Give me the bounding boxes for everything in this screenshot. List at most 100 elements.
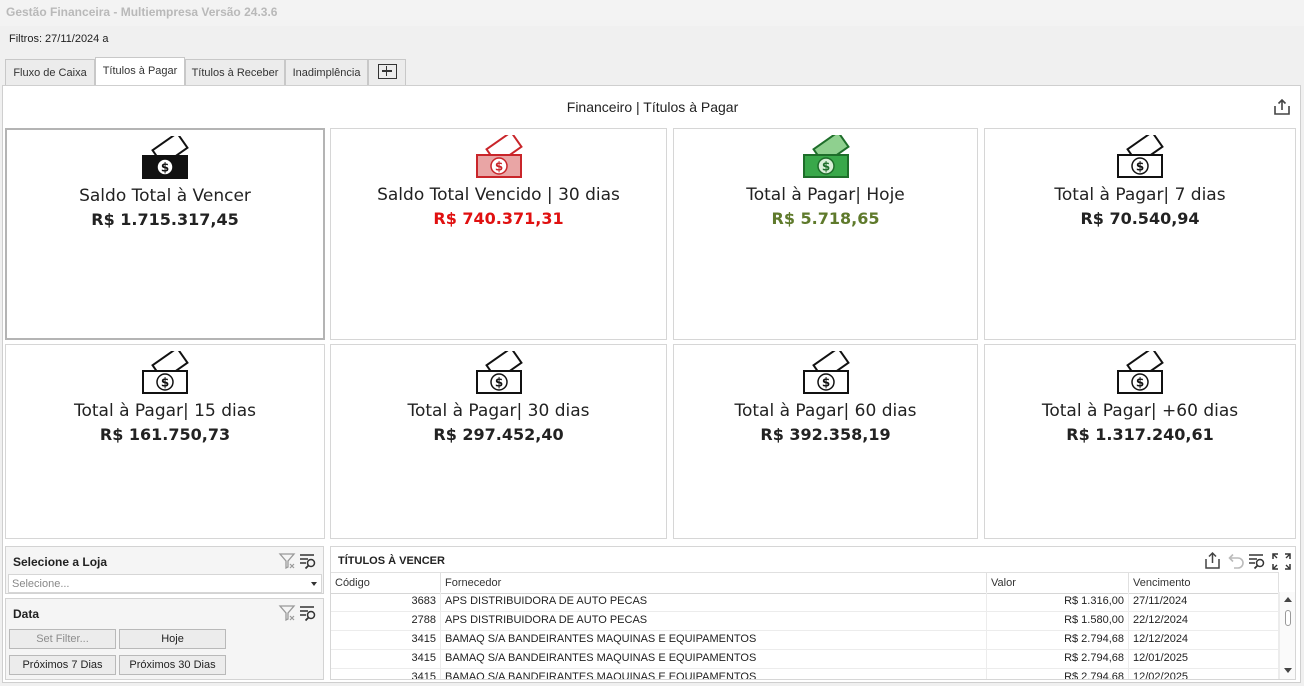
money-bill-icon: $ bbox=[142, 351, 189, 394]
kpi-value: R$ 161.750,73 bbox=[99, 425, 231, 444]
column-header-valor[interactable]: Valor bbox=[987, 573, 1129, 593]
cell-vencimento: 12/12/2024 bbox=[1129, 630, 1279, 649]
title-bar: Gestão Financeira - Multiempresa Versão … bbox=[0, 0, 1304, 26]
kpi-card-total-a-pagar-mais-60-dias[interactable]: $ Total à Pagar| +60 dias R$ 1.317.240,6… bbox=[984, 344, 1296, 539]
set-filter-button[interactable]: Set Filter... bbox=[9, 629, 116, 649]
kpi-label: Saldo Total à Vencer bbox=[79, 186, 251, 206]
table-row[interactable]: 3415 BAMAQ S/A BANDEIRANTES MAQUINAS E E… bbox=[331, 649, 1279, 669]
money-bill-icon: $ bbox=[475, 135, 523, 178]
kpi-card-total-a-pagar-7-dias[interactable]: $ Total à Pagar| 7 dias R$ 70.540,94 bbox=[984, 128, 1296, 340]
export-icon[interactable] bbox=[1272, 97, 1292, 117]
cell-codigo: 3683 bbox=[331, 592, 441, 611]
cell-valor: R$ 1.316,00 bbox=[987, 592, 1129, 611]
money-bill-icon: $ bbox=[1117, 135, 1164, 178]
date-filter-title: Data bbox=[13, 607, 40, 621]
tab-inadimplencia[interactable]: Inadimplência bbox=[285, 59, 368, 85]
cell-valor: R$ 2.794,68 bbox=[987, 649, 1129, 668]
grid-toolbar-icons bbox=[1205, 551, 1291, 570]
column-header-codigo[interactable]: Código bbox=[331, 573, 441, 593]
svg-text:$: $ bbox=[821, 160, 829, 174]
date-filter-panel: Data Set Filter... Hoje Próximos 7 Dias … bbox=[5, 598, 324, 680]
kpi-label: Total à Pagar| +60 dias bbox=[1041, 401, 1239, 421]
kpi-value: R$ 297.452,40 bbox=[433, 425, 564, 444]
svg-text:$: $ bbox=[161, 376, 169, 390]
kpi-card-total-a-pagar-15-dias[interactable]: $ Total à Pagar| 15 dias R$ 161.750,73 bbox=[5, 344, 325, 539]
cell-codigo: 3415 bbox=[331, 649, 441, 668]
kpi-label: Total à Pagar| 7 dias bbox=[1054, 185, 1226, 205]
kpi-card-saldo-vencido-30-dias[interactable]: $ Saldo Total Vencido | 30 dias R$ 740.3… bbox=[330, 128, 667, 340]
next-7-days-button[interactable]: Próximos 7 Dias bbox=[9, 655, 116, 675]
undo-icon[interactable] bbox=[1228, 553, 1244, 569]
grid-title: TÍTULOS À VENCER bbox=[338, 555, 445, 567]
cell-vencimento: 22/12/2024 bbox=[1129, 611, 1279, 630]
table-row[interactable]: 3683 APS DISTRIBUIDORA DE AUTO PECAS R$ … bbox=[331, 592, 1279, 612]
cell-fornecedor: APS DISTRIBUIDORA DE AUTO PECAS bbox=[441, 592, 987, 611]
table-row[interactable]: 2788 APS DISTRIBUIDORA DE AUTO PECAS R$ … bbox=[331, 611, 1279, 631]
table-row[interactable]: 3415 BAMAQ S/A BANDEIRANTES MAQUINAS E E… bbox=[331, 668, 1279, 679]
export-icon[interactable] bbox=[1205, 551, 1220, 569]
kpi-value: R$ 5.718,65 bbox=[771, 209, 880, 228]
filter-search-icon[interactable] bbox=[1249, 554, 1265, 570]
titulos-a-vencer-grid: TÍTULOS À VENCER Código Fornecedor Valor… bbox=[330, 546, 1296, 680]
tab-titulos-a-pagar[interactable]: Títulos à Pagar bbox=[95, 57, 185, 86]
svg-text:$: $ bbox=[821, 376, 829, 390]
column-header-vencimento[interactable]: Vencimento bbox=[1129, 573, 1279, 593]
cell-fornecedor: BAMAQ S/A BANDEIRANTES MAQUINAS E EQUIPA… bbox=[441, 630, 987, 649]
clear-filter-icon[interactable] bbox=[278, 605, 296, 622]
column-header-fornecedor[interactable]: Fornecedor bbox=[441, 573, 987, 593]
scrollbar-thumb[interactable] bbox=[1285, 610, 1291, 626]
kpi-card-total-a-pagar-hoje[interactable]: $ Total à Pagar| Hoje R$ 5.718,65 bbox=[673, 128, 978, 340]
filter-search-icon[interactable] bbox=[300, 554, 316, 570]
kpi-card-total-a-pagar-60-dias[interactable]: $ Total à Pagar| 60 dias R$ 392.358,19 bbox=[673, 344, 978, 539]
dashboard-title: Financeiro | Títulos à Pagar bbox=[566, 99, 739, 115]
store-filter-icons bbox=[278, 553, 316, 570]
store-filter-panel: Selecione a Loja Selecione... bbox=[5, 546, 324, 594]
svg-text:$: $ bbox=[161, 161, 169, 175]
money-bill-icon: $ bbox=[802, 135, 850, 178]
table-row[interactable]: 3415 BAMAQ S/A BANDEIRANTES MAQUINAS E E… bbox=[331, 630, 1279, 650]
scroll-down-icon[interactable] bbox=[1284, 668, 1292, 673]
store-filter-title: Selecione a Loja bbox=[13, 555, 108, 569]
cell-codigo: 3415 bbox=[331, 668, 441, 679]
filters-text: Filtros: 27/11/2024 a bbox=[9, 33, 109, 45]
filters-bar: Filtros: 27/11/2024 a bbox=[0, 28, 1304, 50]
cell-valor: R$ 2.794,68 bbox=[987, 668, 1129, 679]
add-tab-button[interactable] bbox=[368, 59, 406, 85]
store-select[interactable]: Selecione... bbox=[8, 574, 322, 593]
kpi-card-saldo-total-a-vencer[interactable]: $ Saldo Total à Vencer R$ 1.715.317,45 bbox=[5, 128, 325, 340]
fullscreen-icon[interactable] bbox=[1272, 553, 1291, 570]
money-bill-icon: $ bbox=[802, 351, 850, 394]
next-30-days-button[interactable]: Próximos 30 Dias bbox=[119, 655, 226, 675]
date-filter-icons bbox=[278, 605, 316, 622]
cell-vencimento: 12/01/2025 bbox=[1129, 649, 1279, 668]
svg-text:$: $ bbox=[494, 376, 502, 390]
chevron-down-icon bbox=[311, 582, 317, 586]
kpi-card-total-a-pagar-30-dias[interactable]: $ Total à Pagar| 30 dias R$ 297.452,40 bbox=[330, 344, 667, 539]
cell-fornecedor: BAMAQ S/A BANDEIRANTES MAQUINAS E EQUIPA… bbox=[441, 649, 987, 668]
cell-codigo: 2788 bbox=[331, 611, 441, 630]
cell-vencimento: 12/02/2025 bbox=[1129, 668, 1279, 679]
kpi-label: Total à Pagar| 15 dias bbox=[74, 401, 256, 421]
kpi-value: R$ 70.540,94 bbox=[1080, 209, 1200, 228]
cell-vencimento: 27/11/2024 bbox=[1129, 592, 1279, 611]
kpi-label: Saldo Total Vencido | 30 dias bbox=[377, 185, 620, 205]
cell-fornecedor: APS DISTRIBUIDORA DE AUTO PECAS bbox=[441, 611, 987, 630]
kpi-value: R$ 392.358,19 bbox=[760, 425, 891, 444]
tab-titulos-a-receber[interactable]: Títulos à Receber bbox=[185, 59, 285, 85]
scroll-up-icon[interactable] bbox=[1284, 597, 1292, 602]
filter-search-icon[interactable] bbox=[300, 606, 316, 622]
clear-filter-icon[interactable] bbox=[278, 553, 296, 570]
today-button[interactable]: Hoje bbox=[119, 629, 226, 649]
vertical-scrollbar[interactable] bbox=[1279, 592, 1295, 679]
grid-header-row: Código Fornecedor Valor Vencimento bbox=[331, 572, 1279, 594]
cell-valor: R$ 1.580,00 bbox=[987, 611, 1129, 630]
kpi-value: R$ 1.317.240,61 bbox=[1066, 425, 1214, 444]
store-select-placeholder: Selecione... bbox=[12, 578, 70, 590]
kpi-label: Total à Pagar| 30 dias bbox=[407, 401, 590, 421]
window-title: Gestão Financeira - Multiempresa Versão … bbox=[6, 5, 278, 19]
kpi-label: Total à Pagar| Hoje bbox=[746, 185, 905, 205]
tab-fluxo-de-caixa[interactable]: Fluxo de Caixa bbox=[5, 59, 95, 85]
money-bill-icon: $ bbox=[475, 351, 523, 394]
svg-text:$: $ bbox=[1136, 160, 1144, 174]
kpi-value: R$ 1.715.317,45 bbox=[91, 210, 239, 229]
